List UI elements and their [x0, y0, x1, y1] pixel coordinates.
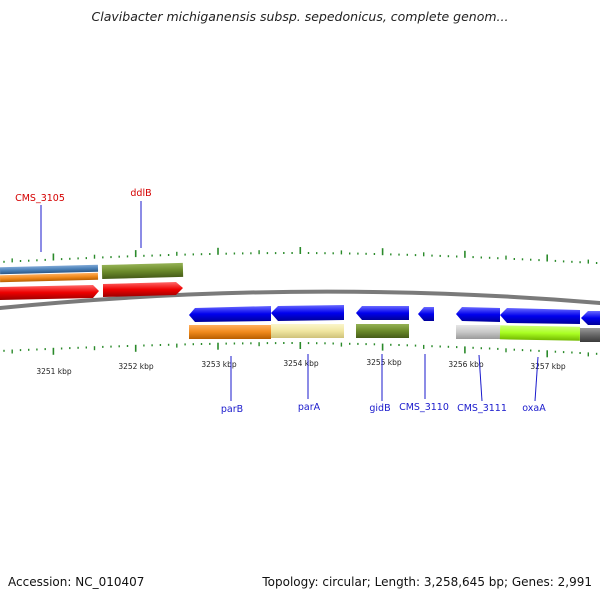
cog-orange-bar-parb — [189, 325, 271, 339]
cds-arrow-parb — [189, 306, 271, 322]
gene-label-gidb: gidB — [369, 403, 390, 414]
ruler-label: 3254 kbp — [283, 359, 319, 368]
leader-line — [534, 356, 539, 402]
gene-label-cms3111: CMS_3111 — [457, 403, 507, 414]
chromosome-backbone — [0, 289, 600, 310]
ruler-label: 3251 kbp — [36, 367, 72, 376]
ruler-label: 3256 kbp — [448, 360, 484, 369]
map-title: Clavibacter michiganensis subsp. sepedon… — [91, 9, 509, 24]
upper-tick-row — [3, 247, 598, 264]
cds-arrow-para — [271, 305, 344, 321]
gene-label-cms3110: CMS_3110 — [399, 402, 449, 413]
ruler-label: 3253 kbp — [201, 360, 237, 369]
ruler-label: 3255 kbp — [366, 358, 402, 367]
ruler-label: 3252 kbp — [118, 362, 154, 371]
gene-label-ddlb: ddlB — [130, 188, 151, 199]
gene-label-oxaa: oxaA — [522, 403, 546, 414]
topology-summary: Topology: circular; Length: 3,258,645 bp… — [262, 575, 592, 589]
accession-label: Accession: NC_010407 — [8, 575, 145, 589]
cds-arrow-cms3105 — [0, 285, 99, 300]
cog-lightgrey-bar-cms3111 — [456, 325, 500, 339]
cog-olive-bar-gidb — [356, 324, 409, 338]
cds-arrow-cms3110 — [418, 307, 434, 321]
gene-label-para: parA — [298, 402, 321, 413]
gene-label-cms3105: CMS_3105 — [15, 193, 65, 204]
cog-olive-bar-ddlb — [101, 262, 184, 280]
ruler-label: 3257 kbp — [530, 362, 566, 371]
cds-arrow-oxaa — [500, 308, 580, 324]
leader-line — [478, 354, 483, 402]
cog-lime-bar-oxaa — [499, 325, 581, 341]
cds-arrow-ddlb — [103, 282, 183, 297]
cog-darkgrey-bar-next — [580, 328, 600, 342]
cds-arrow-cms3111 — [456, 307, 500, 322]
cds-arrow-next — [581, 311, 600, 325]
cog-khaki-bar-para — [271, 324, 344, 338]
cog-orange-bar-left — [0, 272, 99, 283]
cds-arrow-gidb — [356, 306, 409, 320]
lower-tick-row — [3, 342, 598, 358]
gene-label-parb: parB — [221, 404, 243, 415]
cog-steelblue-bar — [0, 264, 99, 275]
